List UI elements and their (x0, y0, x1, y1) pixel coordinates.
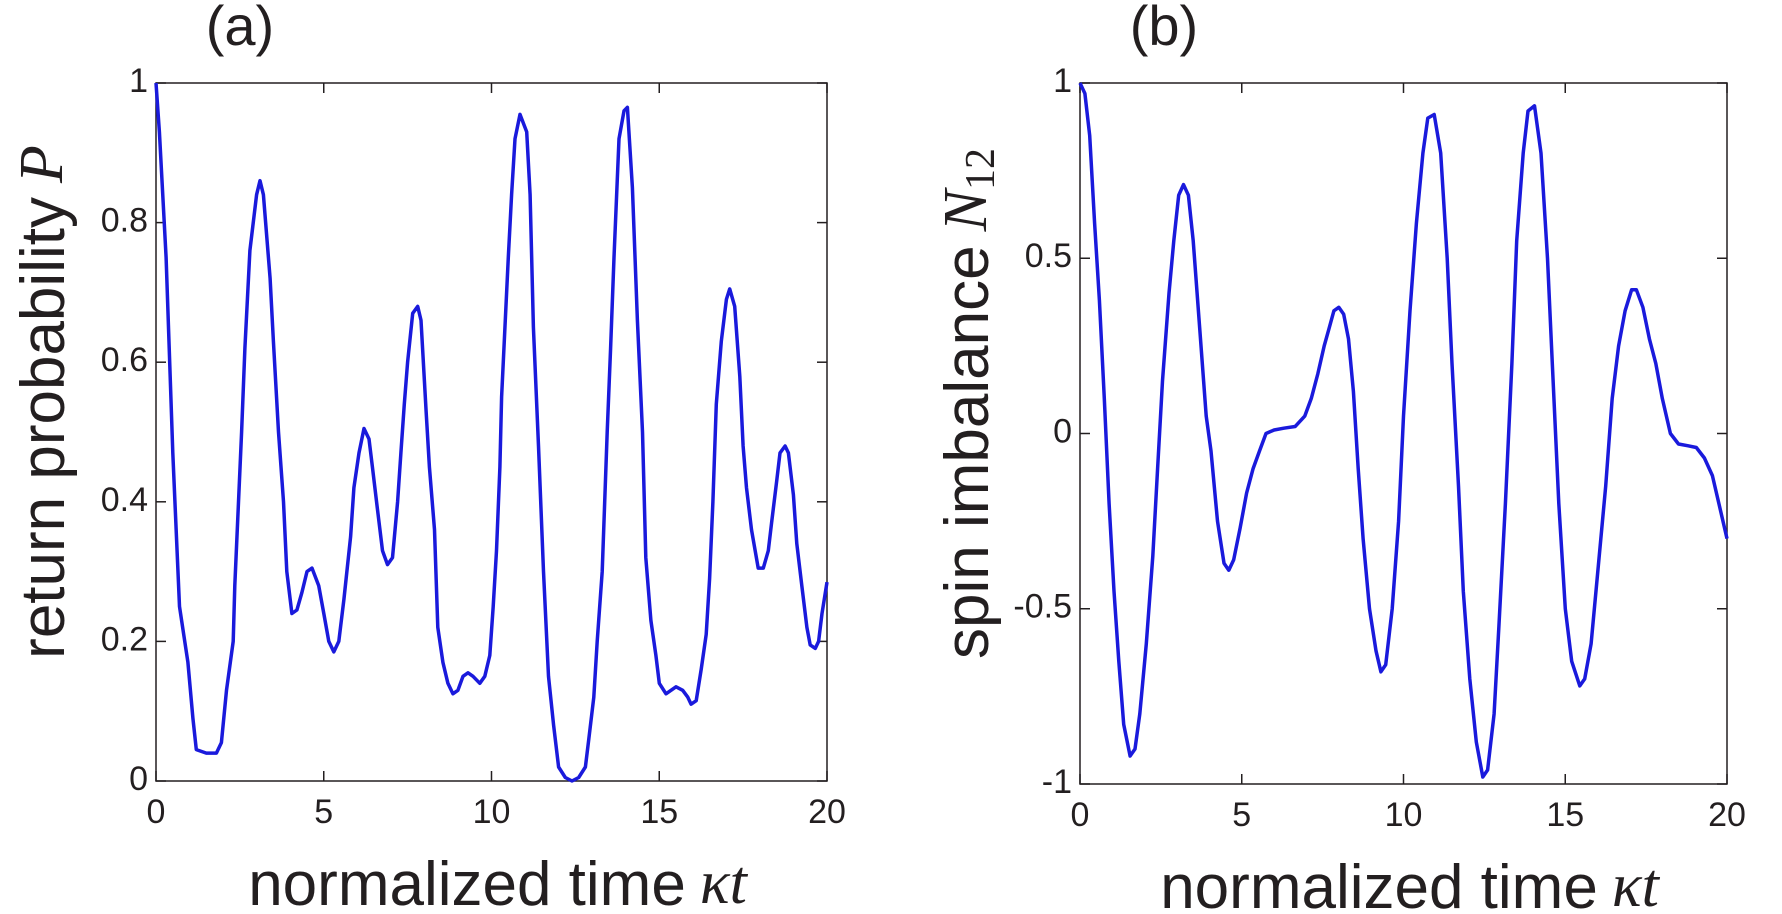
x-tick-label: 0 (147, 793, 166, 831)
x-axis-label: normalized time κt (1160, 852, 1660, 914)
x-tick-label: 0 (1071, 796, 1090, 834)
y-label-text: return probability (9, 197, 78, 659)
y-tick-label: 0.4 (101, 481, 148, 519)
x-tick-label: 10 (1385, 796, 1423, 834)
x-label-text: normalized time (248, 850, 686, 914)
x-tick-label: 10 (473, 793, 511, 831)
y-tick-label: -1 (1042, 763, 1072, 801)
x-label-text: normalized time (1160, 853, 1598, 914)
x-tick-label: 15 (640, 793, 678, 831)
y-axis-label: spin imbalance N12 (932, 148, 1003, 659)
x-tick-label: 20 (808, 793, 846, 831)
x-label-symbol: κt (1612, 852, 1661, 914)
x-axis-label: normalized time κt (248, 849, 748, 914)
data-line (154, 82, 829, 783)
y-tick-label: 0.6 (101, 341, 148, 379)
y-tick-label: -0.5 (1013, 588, 1072, 626)
y-tick-label: 1 (129, 62, 148, 100)
x-tick-label: 5 (314, 793, 333, 831)
y-tick-label: 0 (129, 760, 148, 798)
x-tick-label: 15 (1546, 796, 1584, 834)
y-tick-label: 0 (1053, 412, 1072, 450)
y-label-subscript: 12 (958, 148, 1004, 190)
y-tick-label: 1 (1053, 62, 1072, 100)
y-tick-label: 0.8 (101, 202, 148, 240)
panel-title: (a) (206, 0, 274, 57)
panel: 0 5 10 15 20 -1 -0.5 0 0.5 1 (b) normalized time κt s… (932, 0, 1746, 914)
y-label-symbol: P (8, 145, 76, 184)
x-tick-label: 5 (1232, 796, 1251, 834)
y-axis-label: return probability P (8, 145, 78, 659)
y-label-symbol: N (932, 186, 1000, 232)
y-tick-label: 0.2 (101, 620, 148, 658)
x-label-symbol: κt (700, 849, 749, 914)
x-tick-label: 20 (1708, 796, 1746, 834)
panel-title: (b) (1130, 0, 1198, 57)
panel: 0 5 10 15 20 0 0.2 0.4 0.6 0.8 1 (a) normalized time… (8, 0, 846, 914)
y-label-text: spin imbalance (933, 245, 1002, 659)
y-tick-label: 0.5 (1025, 237, 1072, 275)
data-line (1078, 82, 1729, 779)
